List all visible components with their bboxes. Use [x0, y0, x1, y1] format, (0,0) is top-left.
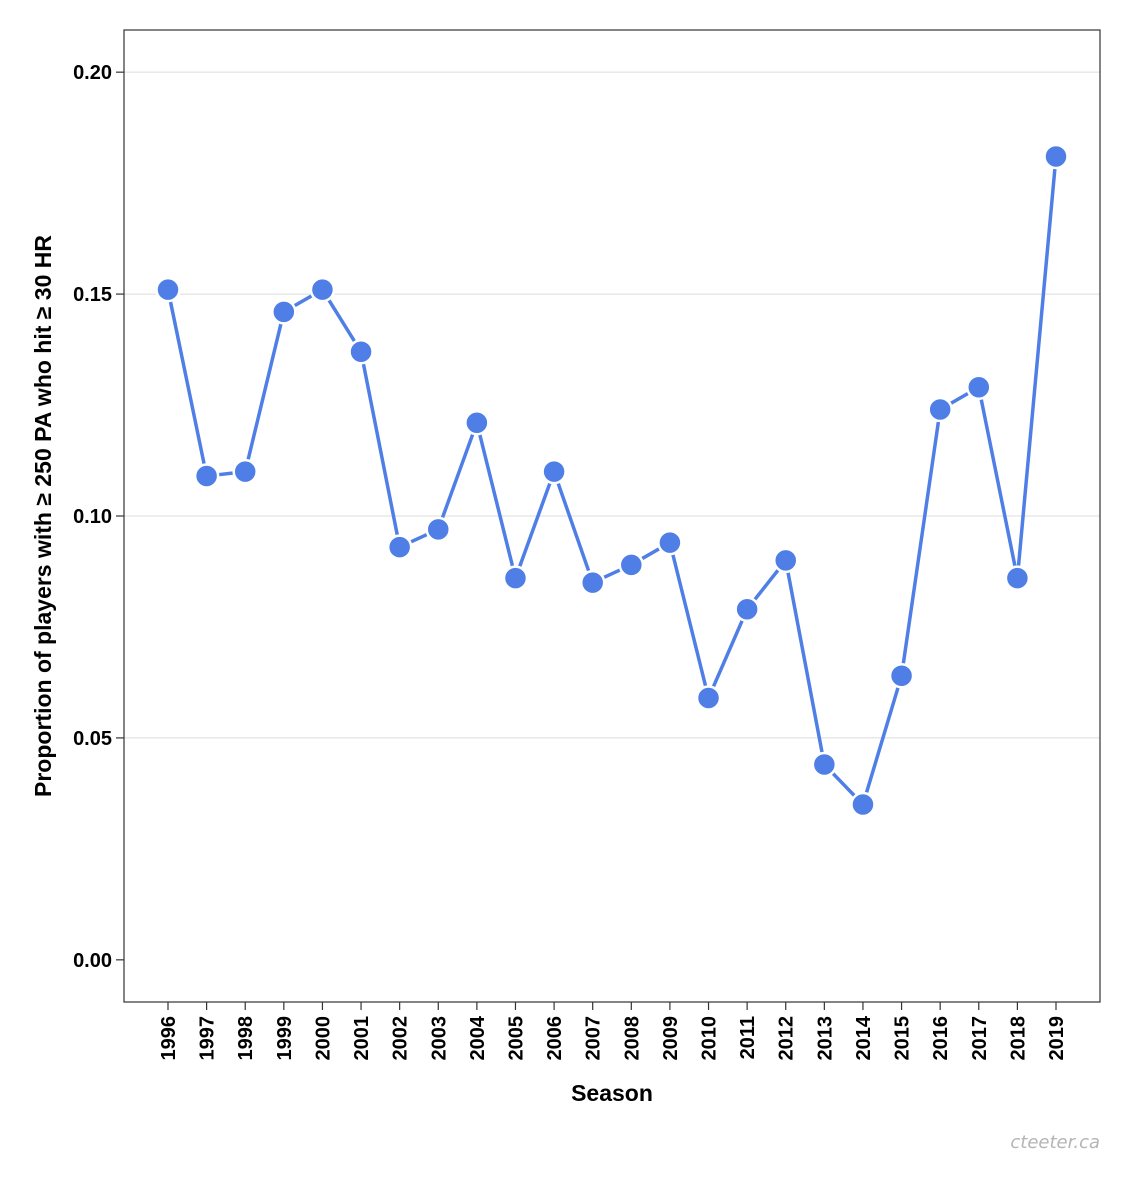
x-tick-label: 2012 [776, 1016, 798, 1061]
x-tick-label: 2018 [1007, 1016, 1029, 1061]
y-axis: 0.00 0.05 0.10 0.15 0.20 [73, 62, 124, 972]
x-axis: 1996 1997 1998 1999 2000 2001 2002 2003 2004 2005… [158, 1002, 1068, 1061]
x-tick-label: 2011 [737, 1016, 759, 1059]
x-tick-label: 2019 [1046, 1016, 1068, 1061]
data-point [618, 552, 645, 578]
series-layer [155, 143, 1069, 818]
data-point [850, 791, 876, 818]
x-tick-label: 2007 [583, 1016, 605, 1061]
data-point [155, 276, 181, 303]
y-tick-label: 0.00 [73, 950, 112, 972]
data-point [734, 596, 760, 622]
watermark: cteeter.ca [1010, 1132, 1100, 1153]
data-point [232, 458, 258, 485]
series-line [166, 156, 1058, 807]
data-point [1043, 143, 1069, 170]
x-axis-title: Season [571, 1080, 653, 1106]
data-point [772, 547, 799, 574]
x-tick-label: 2013 [814, 1016, 836, 1061]
x-tick-label: 1999 [274, 1016, 296, 1061]
data-point [657, 529, 683, 556]
data-point [811, 751, 838, 778]
x-tick-label: 2002 [390, 1016, 412, 1061]
data-point [193, 463, 220, 489]
data-point [927, 396, 953, 423]
data-point [888, 663, 915, 689]
data-point [579, 569, 606, 596]
x-tick-label: 1996 [158, 1016, 180, 1061]
x-tick-label: 2005 [505, 1016, 527, 1061]
y-tick-label: 0.05 [73, 728, 112, 750]
data-point [464, 410, 490, 436]
data-point [425, 516, 452, 543]
x-tick-label: 2006 [544, 1016, 566, 1061]
data-point [502, 565, 529, 591]
x-tick-label: 2015 [892, 1016, 914, 1061]
data-point [348, 339, 374, 365]
data-point [386, 534, 413, 560]
x-tick-label: 1997 [197, 1016, 219, 1061]
x-tick-label: 2003 [428, 1016, 450, 1061]
x-tick-label: 2014 [853, 1015, 875, 1060]
x-tick-label: 2009 [660, 1016, 682, 1061]
data-point [541, 458, 567, 485]
y-tick-label: 0.20 [73, 62, 112, 84]
x-tick-label: 2001 [351, 1016, 373, 1061]
data-point [966, 374, 992, 401]
grid-lines [124, 71, 1100, 739]
y-axis-title: Proportion of players with ≥ 250 PA who … [30, 235, 56, 797]
data-point [271, 299, 297, 325]
x-tick-label: 2016 [930, 1016, 952, 1061]
data-point [695, 685, 722, 711]
x-tick-label: 2017 [969, 1016, 991, 1061]
data-point [309, 276, 336, 303]
x-tick-label: 2000 [312, 1016, 334, 1061]
x-tick-label: 2004 [467, 1015, 489, 1060]
data-point [1004, 565, 1031, 591]
y-tick-label: 0.15 [73, 284, 112, 306]
x-tick-label: 2010 [699, 1016, 721, 1061]
x-tick-label: 1998 [235, 1016, 257, 1061]
y-tick-label: 0.10 [73, 506, 112, 528]
x-tick-label: 2008 [621, 1016, 643, 1061]
